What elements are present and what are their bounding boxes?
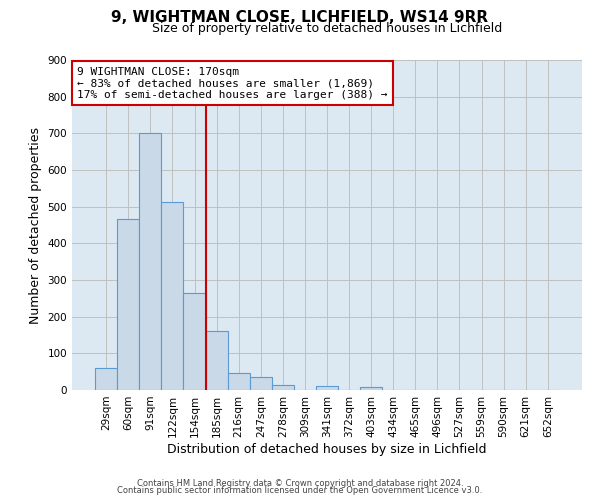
Bar [161, 202, 184, 390]
Text: 9, WIGHTMAN CLOSE, LICHFIELD, WS14 9RR: 9, WIGHTMAN CLOSE, LICHFIELD, WS14 9RR [112, 10, 488, 25]
Bar [250, 377, 272, 390]
Bar [184, 293, 206, 390]
Bar [95, 368, 117, 390]
Bar [227, 373, 250, 390]
Bar [272, 385, 294, 390]
Text: Contains public sector information licensed under the Open Government Licence v3: Contains public sector information licen… [118, 486, 482, 495]
Bar [139, 134, 161, 390]
Y-axis label: Number of detached properties: Number of detached properties [29, 126, 42, 324]
Bar [117, 219, 139, 390]
Bar [206, 332, 227, 390]
Bar [316, 386, 338, 390]
X-axis label: Distribution of detached houses by size in Lichfield: Distribution of detached houses by size … [167, 442, 487, 456]
Title: Size of property relative to detached houses in Lichfield: Size of property relative to detached ho… [152, 22, 502, 35]
Text: 9 WIGHTMAN CLOSE: 170sqm
← 83% of detached houses are smaller (1,869)
17% of sem: 9 WIGHTMAN CLOSE: 170sqm ← 83% of detach… [77, 66, 388, 100]
Text: Contains HM Land Registry data © Crown copyright and database right 2024.: Contains HM Land Registry data © Crown c… [137, 478, 463, 488]
Bar [360, 387, 382, 390]
